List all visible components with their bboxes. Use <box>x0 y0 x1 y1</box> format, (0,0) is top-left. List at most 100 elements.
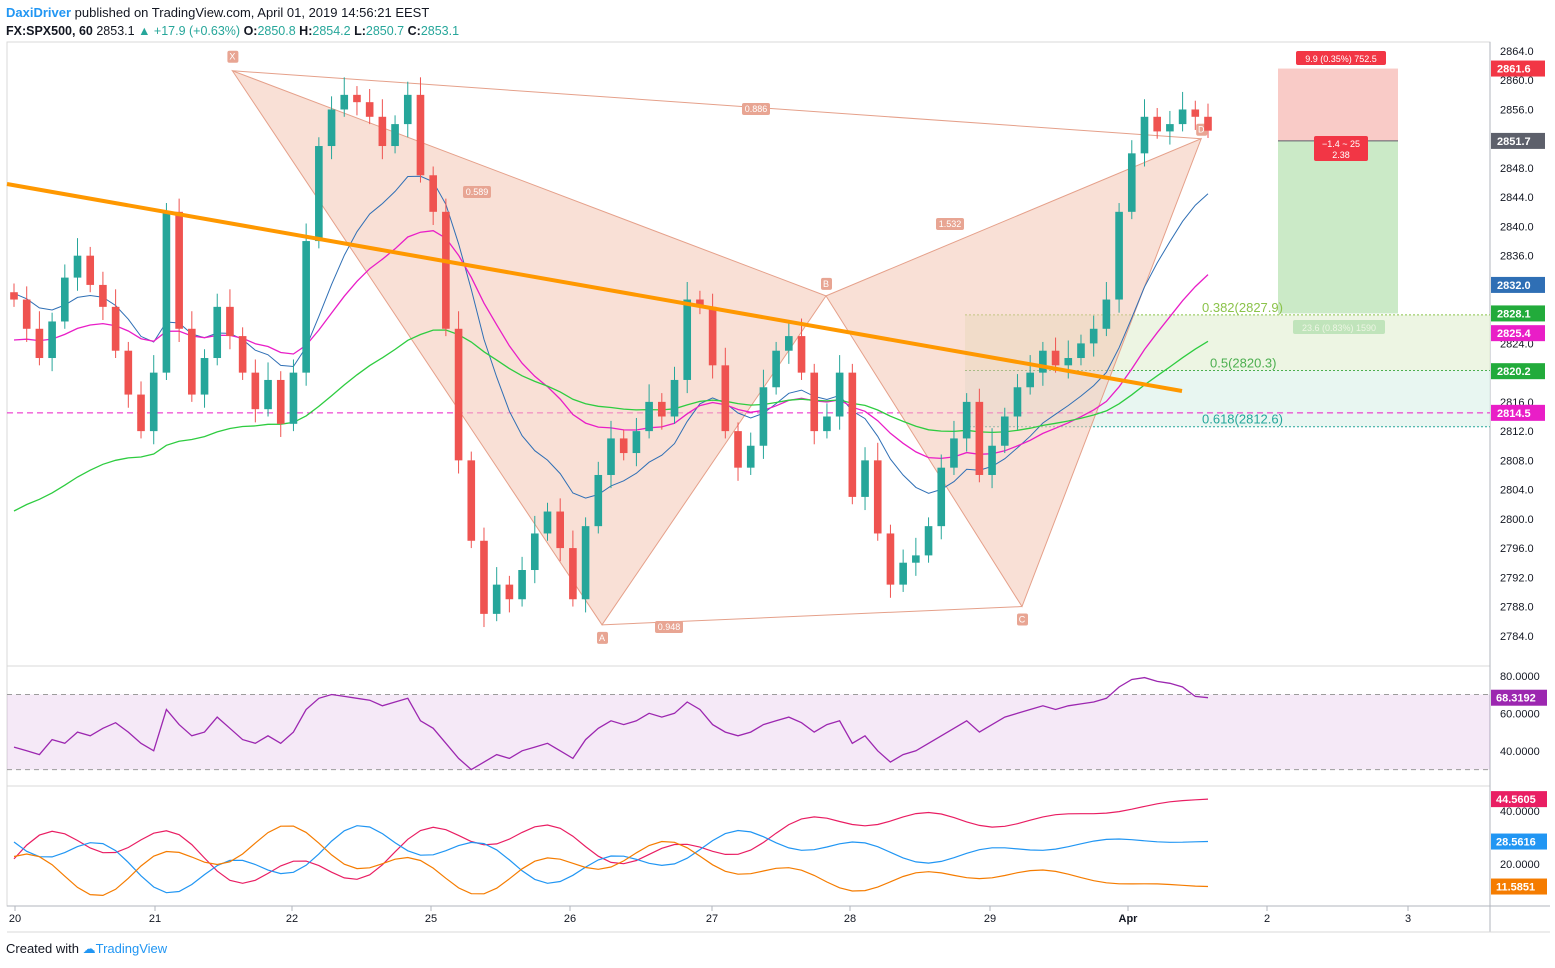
candle-body <box>569 548 577 600</box>
candle-body <box>696 299 704 307</box>
stop-label: 9.9 (0.35%) 752.5 <box>1305 54 1377 64</box>
candle-body <box>149 372 158 432</box>
candle-body <box>797 336 806 373</box>
candle-body <box>492 584 501 614</box>
price-tag-label: 2832.0 <box>1497 280 1531 292</box>
price-tick-label: 2840.0 <box>1500 221 1534 233</box>
rsi-value-label: 68.3192 <box>1496 693 1536 705</box>
candle-body <box>111 306 120 351</box>
price-tag-box <box>1491 305 1545 322</box>
price-tag-box <box>1491 276 1545 293</box>
stop-label-box <box>1296 51 1386 65</box>
candle-body <box>823 416 831 432</box>
price-tick-label: 2804.0 <box>1500 485 1534 497</box>
candle-body <box>162 211 171 373</box>
pattern-ratio-label: 1.532 <box>939 219 962 229</box>
symbol-label[interactable]: FX:SPX500, 60 <box>6 24 93 38</box>
price-tag-box <box>1491 404 1545 421</box>
low-label: L: <box>354 24 366 38</box>
candle-body <box>1140 116 1149 154</box>
candle-body <box>86 255 95 285</box>
candle-body <box>505 584 514 600</box>
candle-body <box>365 102 374 117</box>
trendline[interactable] <box>6 182 1183 393</box>
candle-body <box>480 540 488 614</box>
candle-body <box>442 211 450 329</box>
price-tick-label: 2848.0 <box>1500 163 1534 175</box>
stop-zone <box>1278 68 1398 141</box>
price-tag-label: 2851.7 <box>1497 136 1531 148</box>
candle-body <box>785 336 793 351</box>
candle-body <box>403 94 412 125</box>
candle-body <box>1051 350 1060 366</box>
last-price: 2853.1 <box>96 24 135 38</box>
dmi-line <box>13 825 1209 894</box>
target-zone <box>1278 140 1398 314</box>
price-tick-label: 2860.0 <box>1500 75 1534 87</box>
candle-body <box>772 350 780 388</box>
candle-body <box>734 431 742 468</box>
candle-body <box>1115 211 1123 300</box>
pnl-label: −1.4 ~ 25 <box>1322 139 1360 149</box>
candle-body <box>1013 387 1022 417</box>
price-tag-label: 2825.4 <box>1497 328 1532 340</box>
candle-body <box>1000 416 1009 446</box>
time-tick-label: 3 <box>1405 913 1411 925</box>
price-tick-label: 2824.0 <box>1500 338 1534 350</box>
pattern-point-a: A <box>599 633 605 643</box>
candle-body <box>873 460 882 534</box>
high-label: H: <box>299 24 313 38</box>
candle-body <box>1178 109 1187 125</box>
candle-body <box>1153 116 1162 132</box>
publish-line: DaxiDriver published on TradingView.com,… <box>6 4 459 22</box>
tradingview-brand[interactable]: TradingView <box>95 941 168 956</box>
candle-body <box>543 511 552 534</box>
candle-body <box>1064 358 1073 366</box>
candle-body <box>746 445 755 468</box>
candle-body <box>657 401 666 417</box>
time-tick-label: 26 <box>564 913 576 925</box>
open-value: 2850.8 <box>257 24 296 38</box>
pattern-line-xd <box>232 70 1202 140</box>
time-tick-label: Apr <box>1119 913 1139 925</box>
candle-body <box>912 555 920 563</box>
candle-body <box>467 460 476 541</box>
harmonic-pattern[interactable]: 0.886 0.589 1.532 0.948 X A B C D <box>227 50 1208 644</box>
candle-body <box>1026 372 1034 388</box>
chart-header: DaxiDriver published on TradingView.com,… <box>6 4 459 40</box>
candle-body <box>213 306 222 359</box>
fib-level-label: 0.618(2812.6) <box>1202 412 1283 427</box>
dmi-tick-label: 20.0000 <box>1500 859 1540 871</box>
candle-body <box>937 467 946 527</box>
candle-body <box>48 321 56 359</box>
candle-body <box>848 372 857 497</box>
candle-body <box>137 394 145 432</box>
price-tick-label: 2812.0 <box>1500 426 1534 438</box>
tradingview-logo-icon: ☁ <box>82 941 96 956</box>
candle-body <box>594 474 603 527</box>
candle-body <box>924 526 933 556</box>
price-tag-box <box>1491 363 1545 380</box>
candle-body <box>60 277 69 322</box>
pattern-triangle-xab <box>231 69 827 626</box>
pattern-triangle-bcd <box>825 137 1203 608</box>
candle-body <box>1166 124 1174 132</box>
author-link[interactable]: DaxiDriver <box>6 5 72 20</box>
rsi-value-tag <box>1491 689 1547 706</box>
ohlc-line: FX:SPX500, 60 2853.1 ▲ +17.9 (+0.63%) O:… <box>6 22 459 40</box>
price-tag-label: 2828.1 <box>1497 308 1531 320</box>
position-tool[interactable]: 9.9 (0.35%) 752.523.6 (0.83%) 1590−1.4 ~… <box>1278 51 1398 334</box>
dmi-line <box>13 798 1209 884</box>
ma-slow-line <box>13 329 1209 512</box>
candle-body <box>619 438 628 454</box>
candle-body <box>429 175 437 212</box>
candle-body <box>238 336 247 373</box>
price-tag-box <box>1491 325 1545 342</box>
candle-body <box>1204 116 1212 131</box>
candle-body <box>721 365 730 432</box>
candle-body <box>353 94 361 103</box>
candle-body <box>391 124 399 147</box>
candle-body <box>340 94 349 110</box>
candle-body <box>327 109 336 147</box>
